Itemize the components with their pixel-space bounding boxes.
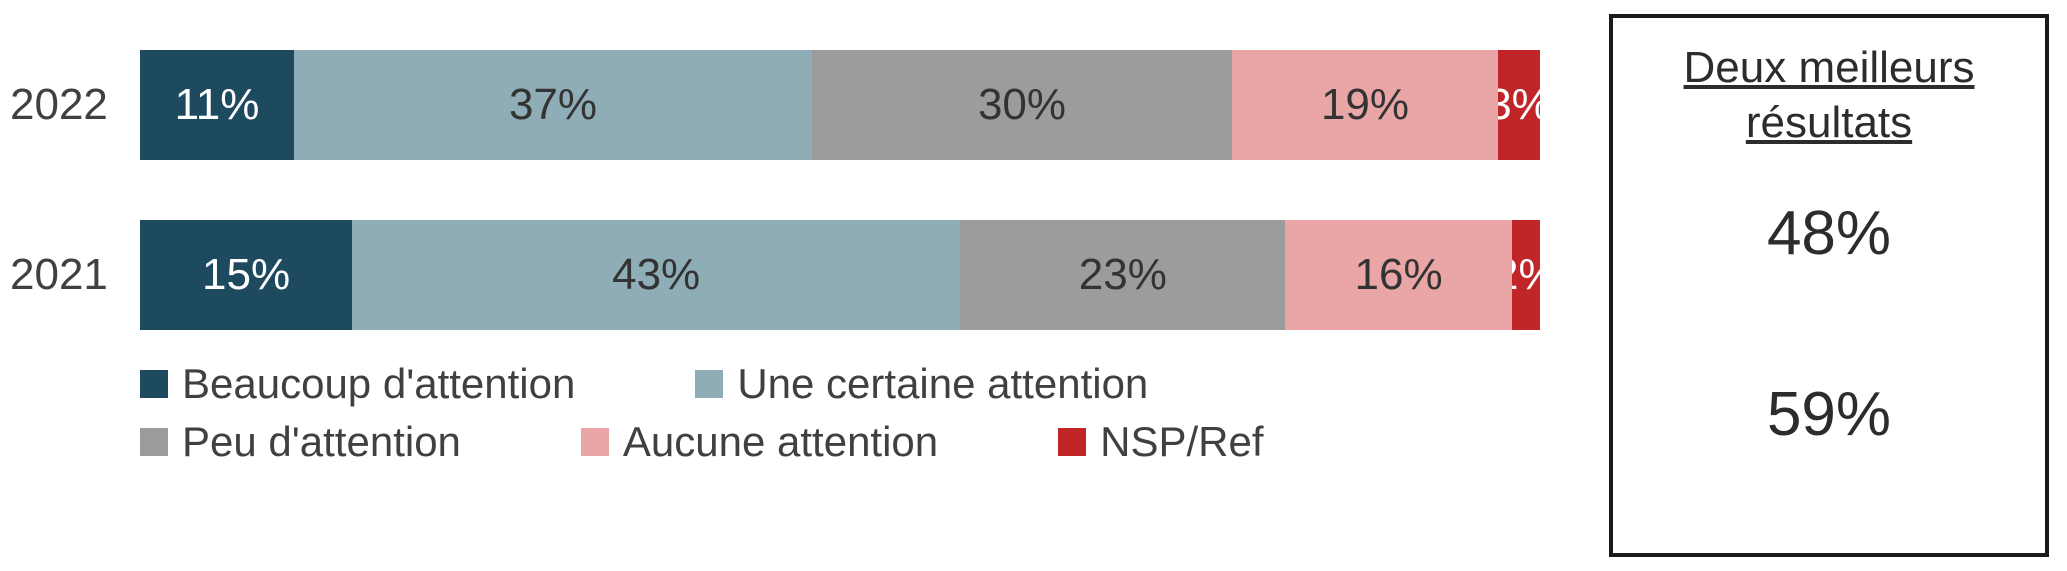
legend-item-aucune: Aucune attention bbox=[581, 418, 938, 466]
legend-label: Aucune attention bbox=[623, 418, 938, 466]
segment-value-label: 2% bbox=[1512, 250, 1540, 300]
bar-segment-beaucoup: 15% bbox=[140, 220, 352, 330]
legend-item-beaucoup: Beaucoup d'attention bbox=[140, 360, 575, 408]
summary-value-2021: 59% bbox=[1767, 379, 1891, 450]
segment-value-label: 16% bbox=[1355, 250, 1443, 300]
legend-item-peu: Peu d'attention bbox=[140, 418, 461, 466]
bar-segment-nsp: 2% bbox=[1512, 220, 1540, 330]
legend-label: Peu d'attention bbox=[182, 418, 461, 466]
segment-value-label: 37% bbox=[509, 80, 597, 130]
legend-swatch-icon bbox=[581, 428, 609, 456]
legend-swatch-icon bbox=[140, 428, 168, 456]
segment-value-label: 43% bbox=[612, 250, 700, 300]
y-axis-label: 2022 bbox=[10, 80, 140, 130]
summary-title: Deux meilleurs résultats bbox=[1623, 40, 2035, 150]
stacked-bar-chart: 2022 11% 37% 30% 19% 3% 2021 15% 43% 23% 16% 2% bbox=[10, 20, 1589, 350]
stacked-bar: 15% 43% 23% 16% 2% bbox=[140, 220, 1540, 330]
segment-value-label: 11% bbox=[175, 80, 260, 130]
segment-value-label: 3% bbox=[1498, 80, 1540, 130]
segment-value-label: 23% bbox=[1079, 250, 1167, 300]
chart-legend: Beaucoup d'attention Une certaine attenti… bbox=[10, 350, 1540, 466]
legend-swatch-icon bbox=[1058, 428, 1086, 456]
legend-swatch-icon bbox=[695, 370, 723, 398]
bar-segment-certaine: 43% bbox=[352, 220, 960, 330]
legend-item-certaine: Une certaine attention bbox=[695, 360, 1148, 408]
bar-segment-aucune: 16% bbox=[1285, 220, 1511, 330]
bar-row-2022: 2022 11% 37% 30% 19% 3% bbox=[10, 50, 1589, 160]
bar-segment-peu: 30% bbox=[812, 50, 1232, 160]
bar-row-2021: 2021 15% 43% 23% 16% 2% bbox=[10, 220, 1589, 330]
legend-swatch-icon bbox=[140, 370, 168, 398]
bar-segment-beaucoup: 11% bbox=[140, 50, 294, 160]
stacked-bar: 11% 37% 30% 19% 3% bbox=[140, 50, 1540, 160]
top-two-summary-box: Deux meilleurs résultats 48% 59% bbox=[1609, 14, 2049, 557]
bar-segment-aucune: 19% bbox=[1232, 50, 1498, 160]
legend-item-nsp: NSP/Ref bbox=[1058, 418, 1263, 466]
y-axis-label: 2021 bbox=[10, 250, 140, 300]
bar-segment-certaine: 37% bbox=[294, 50, 812, 160]
legend-label: Beaucoup d'attention bbox=[182, 360, 575, 408]
legend-label: NSP/Ref bbox=[1100, 418, 1263, 466]
segment-value-label: 15% bbox=[202, 250, 290, 300]
segment-value-label: 30% bbox=[978, 80, 1066, 130]
bar-segment-nsp: 3% bbox=[1498, 50, 1540, 160]
summary-value-2022: 48% bbox=[1767, 198, 1891, 269]
bar-segment-peu: 23% bbox=[960, 220, 1285, 330]
legend-label: Une certaine attention bbox=[737, 360, 1148, 408]
segment-value-label: 19% bbox=[1321, 80, 1409, 130]
